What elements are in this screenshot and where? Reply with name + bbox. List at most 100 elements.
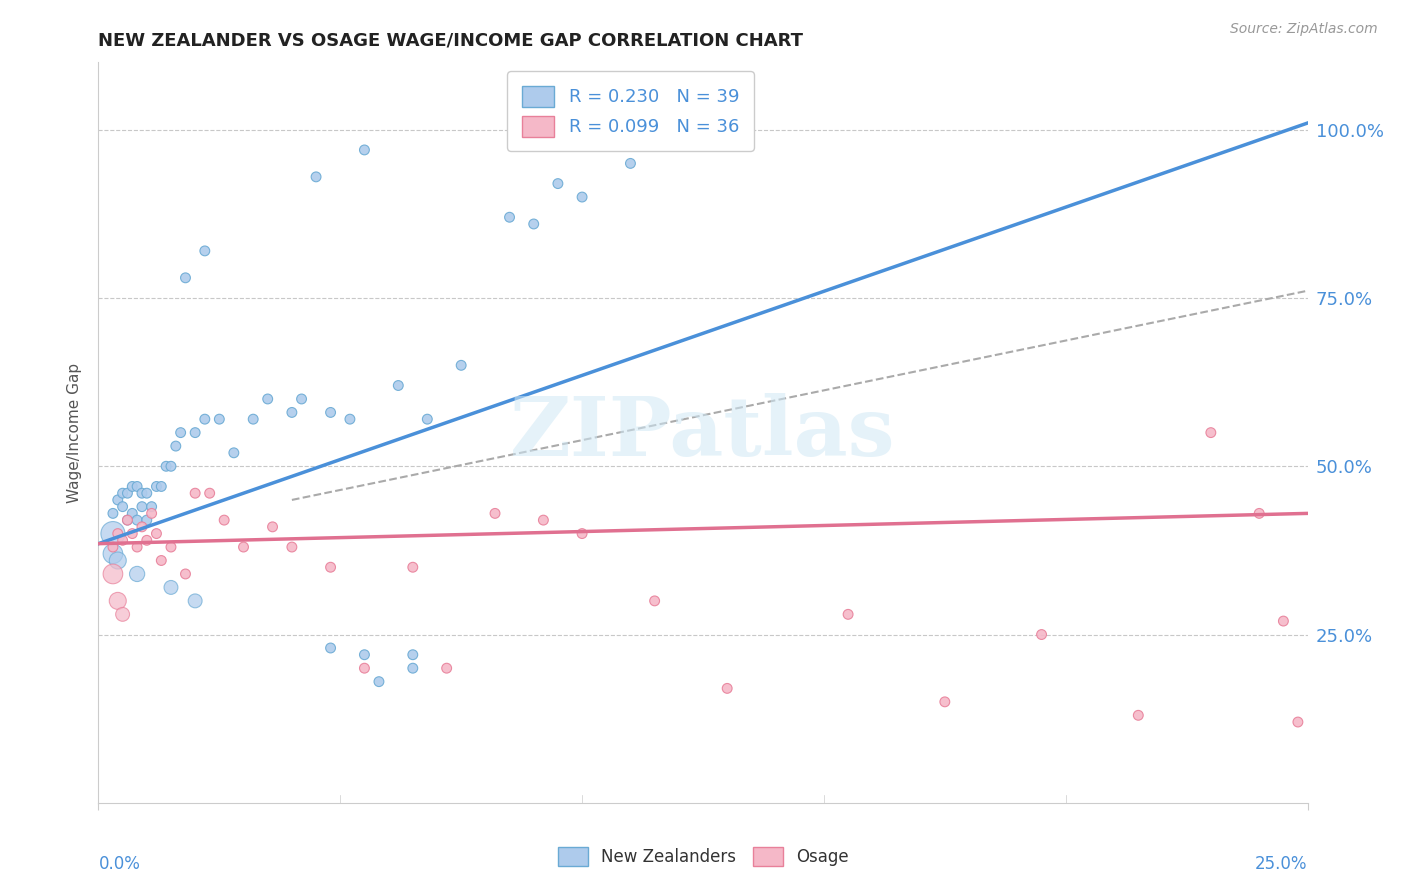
Point: [135, 533, 157, 548]
Point: [150, 553, 173, 567]
Point: [498, 211, 520, 225]
Point: [339, 412, 361, 426]
Point: [1128, 708, 1150, 723]
Point: [523, 217, 546, 231]
Point: [160, 459, 183, 474]
Point: [416, 412, 439, 426]
Point: [150, 479, 173, 493]
Point: [619, 156, 641, 170]
Point: [101, 547, 124, 561]
Point: [131, 500, 153, 514]
Point: [111, 533, 134, 548]
Point: [174, 566, 197, 581]
Text: 25.0%: 25.0%: [1256, 855, 1308, 872]
Point: [571, 526, 593, 541]
Point: [1286, 714, 1309, 729]
Point: [368, 674, 391, 689]
Point: [232, 540, 254, 554]
Point: [169, 425, 191, 440]
Point: [131, 486, 153, 500]
Point: [716, 681, 738, 696]
Point: [222, 446, 245, 460]
Point: [402, 648, 425, 662]
Point: [165, 439, 187, 453]
Point: [101, 526, 124, 541]
Point: [1249, 507, 1271, 521]
Point: [127, 479, 149, 493]
Point: [531, 513, 554, 527]
Point: [111, 500, 134, 514]
Point: [160, 540, 183, 554]
Point: [1031, 627, 1053, 641]
Point: [484, 507, 506, 521]
Point: [121, 526, 143, 541]
Point: [837, 607, 859, 622]
Text: ZIPatlas: ZIPatlas: [510, 392, 896, 473]
Point: [208, 412, 231, 426]
Point: [101, 507, 124, 521]
Point: [111, 486, 134, 500]
Point: [184, 425, 207, 440]
Point: [160, 581, 183, 595]
Point: [547, 177, 569, 191]
Point: [212, 513, 235, 527]
Point: [135, 513, 157, 527]
Point: [155, 459, 177, 474]
Point: [107, 553, 129, 567]
Point: [131, 520, 153, 534]
Point: [127, 513, 149, 527]
Point: [198, 486, 221, 500]
Point: [450, 359, 472, 373]
Point: [101, 566, 124, 581]
Point: [319, 560, 342, 574]
Point: [571, 190, 593, 204]
Point: [107, 492, 129, 507]
Point: [117, 513, 139, 527]
Text: NEW ZEALANDER VS OSAGE WAGE/INCOME GAP CORRELATION CHART: NEW ZEALANDER VS OSAGE WAGE/INCOME GAP C…: [98, 32, 803, 50]
Point: [101, 540, 124, 554]
Point: [290, 392, 312, 406]
Point: [353, 661, 375, 675]
Point: [117, 513, 139, 527]
Legend: R = 0.230   N = 39, R = 0.099   N = 36: R = 0.230 N = 39, R = 0.099 N = 36: [508, 71, 754, 151]
Point: [127, 566, 149, 581]
Point: [256, 392, 278, 406]
Point: [145, 479, 167, 493]
Point: [184, 486, 207, 500]
Point: [242, 412, 264, 426]
Point: [353, 143, 375, 157]
Point: [194, 412, 217, 426]
Y-axis label: Wage/Income Gap: Wage/Income Gap: [67, 362, 83, 503]
Point: [107, 526, 129, 541]
Point: [145, 526, 167, 541]
Point: [934, 695, 956, 709]
Point: [353, 648, 375, 662]
Point: [141, 500, 163, 514]
Point: [174, 270, 197, 285]
Point: [1272, 614, 1295, 628]
Text: Source: ZipAtlas.com: Source: ZipAtlas.com: [1230, 22, 1378, 37]
Point: [121, 507, 143, 521]
Point: [319, 405, 342, 419]
Point: [184, 594, 207, 608]
Legend: New Zealanders, Osage: New Zealanders, Osage: [550, 838, 856, 875]
Point: [127, 540, 149, 554]
Point: [117, 486, 139, 500]
Point: [141, 507, 163, 521]
Point: [194, 244, 217, 258]
Text: 0.0%: 0.0%: [98, 855, 141, 872]
Point: [387, 378, 409, 392]
Point: [644, 594, 666, 608]
Point: [305, 169, 328, 184]
Point: [402, 560, 425, 574]
Point: [262, 520, 284, 534]
Point: [319, 640, 342, 655]
Point: [436, 661, 458, 675]
Point: [111, 607, 134, 622]
Point: [121, 479, 143, 493]
Point: [281, 405, 304, 419]
Point: [135, 486, 157, 500]
Point: [1199, 425, 1222, 440]
Point: [402, 661, 425, 675]
Point: [281, 540, 304, 554]
